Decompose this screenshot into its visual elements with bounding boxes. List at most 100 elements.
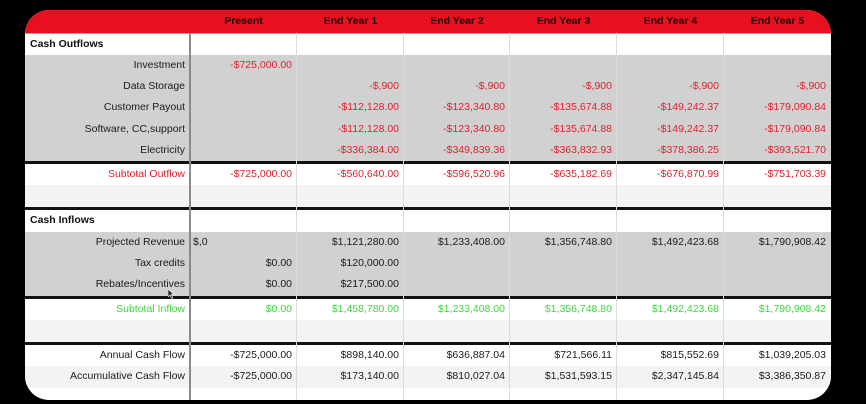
column-header-year-1[interactable]: End Year 1 <box>323 15 378 27</box>
row-label[interactable]: Subtotal Inflow <box>116 303 185 315</box>
cell-year-3[interactable]: -$135,674.88 <box>550 101 612 113</box>
table-row-tax-credits: Tax credits $0.00 $120,000.00 <box>25 253 831 274</box>
row-label[interactable]: Software, CC,support <box>84 123 185 135</box>
cell-year-5[interactable]: $1,039,205.03 <box>758 349 826 361</box>
cell-present[interactable]: -$725,000.00 <box>230 59 292 71</box>
cell-year-1[interactable]: $217,500.00 <box>340 278 399 290</box>
cell-year-4[interactable] <box>617 55 724 76</box>
cell-year-5[interactable]: -$,900 <box>796 80 826 92</box>
cell-present[interactable] <box>190 97 297 118</box>
row-label[interactable]: Subtotal Outflow <box>107 168 185 180</box>
cell-year-4[interactable]: -$378,386.25 <box>657 144 719 156</box>
cell-present[interactable] <box>190 76 297 97</box>
row-label[interactable]: Investment <box>133 59 185 71</box>
cell-year-4[interactable]: $1,492,423.68 <box>651 303 719 315</box>
column-header-year-2[interactable]: End Year 2 <box>430 15 484 27</box>
cell-year-4[interactable]: -$676,870.99 <box>657 168 719 180</box>
section-title-outflows[interactable]: Cash Outflows <box>30 38 104 50</box>
cell-present[interactable]: -$725,000.00 <box>230 349 292 361</box>
column-header-year-4[interactable]: End Year 4 <box>643 15 698 27</box>
cell-year-3[interactable]: $1,531,593.15 <box>544 370 612 382</box>
cell-year-4[interactable]: -$149,242.37 <box>657 123 719 135</box>
divider <box>25 342 831 345</box>
cell-year-1[interactable]: -$112,128.00 <box>337 101 399 113</box>
cell-year-1[interactable]: -$336,384.00 <box>337 144 399 156</box>
table-row-software: Software, CC,support -$112,128.00 -$123,… <box>25 119 831 140</box>
cell-year-2[interactable] <box>404 55 510 76</box>
cell-year-2[interactable] <box>404 274 510 295</box>
row-label[interactable]: Data Storage <box>123 80 185 92</box>
cell-year-1[interactable]: -$560,640.00 <box>337 168 399 180</box>
cell-year-2[interactable]: -$,900 <box>475 80 505 92</box>
cell-year-2[interactable]: -$596,520.96 <box>443 168 505 180</box>
cell-year-3[interactable]: -$135,674.88 <box>550 123 612 135</box>
cell-year-2[interactable]: $810,027.04 <box>446 370 505 382</box>
cell-year-4[interactable]: $2,347,145.84 <box>651 370 719 382</box>
section-row-outflows: Cash Outflows <box>25 34 831 55</box>
cell-present[interactable] <box>190 119 297 140</box>
cell-present[interactable] <box>190 140 297 161</box>
cell-year-2[interactable]: -$123,340.80 <box>443 123 505 135</box>
cell-year-1[interactable] <box>297 55 404 76</box>
cell-year-4[interactable] <box>617 274 724 295</box>
cell-year-1[interactable]: $1,458,780.00 <box>331 303 399 315</box>
cell-year-5[interactable] <box>724 253 831 274</box>
cell-present[interactable]: $0.00 <box>265 303 292 315</box>
table-row-blank[interactable] <box>25 185 831 207</box>
cell-present[interactable]: $,0 <box>193 236 208 248</box>
cell-year-1[interactable]: $120,000.00 <box>340 257 399 269</box>
row-label[interactable]: Projected Revenue <box>95 236 185 248</box>
row-label[interactable]: Customer Payout <box>103 101 185 113</box>
cell-year-1[interactable]: -$,900 <box>369 80 399 92</box>
cell-year-3[interactable]: $1,356,748.80 <box>544 236 612 248</box>
cell-year-3[interactable] <box>510 55 617 76</box>
cell-year-4[interactable]: -$,900 <box>689 80 719 92</box>
cell-year-5[interactable] <box>724 55 831 76</box>
cell-year-5[interactable]: $3,386,350.87 <box>758 370 826 382</box>
cell-year-5[interactable]: -$393,521.70 <box>764 144 826 156</box>
cell-year-1[interactable]: $898,140.00 <box>340 349 399 361</box>
cell-year-3[interactable]: $721,566.11 <box>554 349 612 361</box>
cell-year-3[interactable]: -$635,182.69 <box>550 168 612 180</box>
row-label[interactable]: Electricity <box>140 144 185 156</box>
grid-line <box>723 33 724 400</box>
cell-year-4[interactable]: $1,492,423.68 <box>651 236 719 248</box>
cell-year-2[interactable]: $636,887.04 <box>446 349 505 361</box>
cell-year-2[interactable]: -$123,340.80 <box>443 101 505 113</box>
table-row-subtotal-outflow: Subtotal Outflow -$725,000.00 -$560,640.… <box>25 164 831 185</box>
cell-year-4[interactable] <box>617 253 724 274</box>
cell-year-5[interactable]: -$179,090.84 <box>764 123 826 135</box>
column-header-year-5[interactable]: End Year 5 <box>750 15 805 27</box>
cell-year-3[interactable]: $1,356,748.80 <box>544 303 612 315</box>
cell-year-3[interactable]: -$363,832.93 <box>550 144 612 156</box>
column-header-present[interactable]: Present <box>224 15 263 27</box>
cell-year-1[interactable]: -$112,128.00 <box>337 123 399 135</box>
cell-year-5[interactable]: $1,790,908.42 <box>758 236 826 248</box>
column-header-year-3[interactable]: End Year 3 <box>536 15 591 27</box>
cell-present[interactable]: $0.00 <box>265 257 292 269</box>
cell-present[interactable]: -$725,000.00 <box>230 370 292 382</box>
cell-year-2[interactable]: $1,233,408.00 <box>437 236 505 248</box>
cell-present[interactable]: -$725,000.00 <box>230 168 292 180</box>
cell-year-4[interactable]: $815,552.69 <box>660 349 719 361</box>
row-label[interactable]: Annual Cash Flow <box>99 349 185 361</box>
cell-year-2[interactable] <box>404 253 510 274</box>
cell-present[interactable]: $0.00 <box>265 278 292 290</box>
cell-year-3[interactable] <box>510 253 617 274</box>
cell-year-4[interactable]: -$149,242.37 <box>657 101 719 113</box>
cell-year-1[interactable]: $1,121,280.00 <box>331 236 399 248</box>
row-label[interactable]: Rebates/Incentives <box>95 278 185 290</box>
cell-year-3[interactable]: -$,900 <box>582 80 612 92</box>
row-label[interactable]: Tax credits <box>134 257 185 269</box>
cell-year-2[interactable]: -$349,839.36 <box>443 144 505 156</box>
cell-year-5[interactable]: $1,790,908.42 <box>758 303 826 315</box>
table-row-blank[interactable] <box>25 320 831 342</box>
cell-year-1[interactable]: $173,140.00 <box>340 370 399 382</box>
section-title-inflows[interactable]: Cash Inflows <box>30 214 95 226</box>
cell-year-2[interactable]: $1,233,408.00 <box>437 303 505 315</box>
cell-year-5[interactable]: -$179,090.84 <box>764 101 826 113</box>
cell-year-5[interactable] <box>724 274 831 295</box>
cell-year-3[interactable] <box>510 274 617 295</box>
row-label[interactable]: Accumulative Cash Flow <box>70 370 185 382</box>
cell-year-5[interactable]: -$751,703.39 <box>764 168 826 180</box>
